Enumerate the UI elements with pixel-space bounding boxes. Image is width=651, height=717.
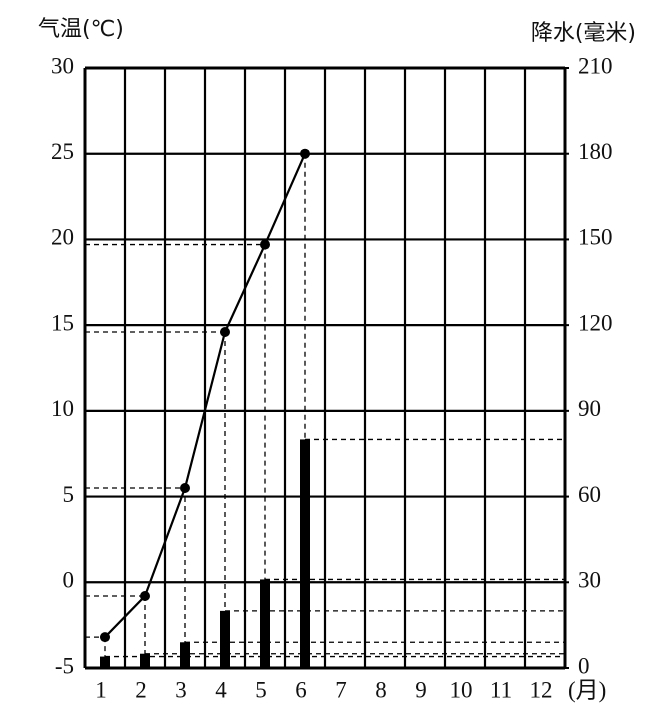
x-tick-label: 12 (530, 677, 553, 702)
y2-tick-label: 90 (578, 396, 601, 421)
temperature-point (220, 327, 230, 337)
bar (260, 579, 270, 668)
x-tick-label: 2 (135, 677, 147, 702)
y2-tick-label: 120 (578, 310, 613, 335)
temperature-point (180, 483, 190, 493)
x-tick-label: 3 (175, 677, 187, 702)
y-tick-label: 30 (51, 53, 74, 78)
bar (140, 653, 150, 668)
y-tick-label: 20 (51, 225, 74, 250)
y-tick-label: 15 (51, 310, 74, 335)
temperature-point (140, 591, 150, 601)
y2-tick-label: 30 (578, 568, 601, 593)
y-tick-label: 10 (51, 396, 74, 421)
x-tick-label: 5 (255, 677, 267, 702)
x-tick-label: 8 (375, 677, 387, 702)
x-tick-label: 4 (215, 677, 227, 702)
y2-tick-label: 180 (578, 139, 613, 164)
bar (220, 610, 230, 668)
y2-tick-label: 210 (578, 53, 613, 78)
x-tick-label: 9 (415, 677, 427, 702)
bar (180, 642, 190, 668)
bar (300, 439, 310, 668)
temperature-line (104, 153, 307, 638)
x-tick-label: 10 (450, 677, 473, 702)
y-tick-label: 0 (63, 568, 75, 593)
y2-tick-label: 0 (578, 653, 590, 678)
x-tick-label: 11 (490, 677, 512, 702)
y-tick-label: 5 (63, 482, 75, 507)
temperature-point (300, 148, 310, 159)
bar (100, 656, 110, 668)
temperature-point (100, 632, 110, 643)
x-tick-label: 1 (95, 677, 107, 702)
temperature-point (260, 239, 270, 250)
y2-tick-label: 60 (578, 482, 601, 507)
y2-axis-label: 降水(毫米) (531, 21, 636, 46)
y2-tick-label: 150 (578, 225, 613, 250)
y-tick-label: -5 (55, 653, 74, 678)
x-tick-label: 6 (295, 677, 307, 702)
x-tick-label: 7 (335, 677, 347, 702)
y-axis-label: 气温(℃) (38, 17, 124, 42)
y-tick-label: 25 (51, 139, 74, 164)
x-axis-label: (月) (568, 677, 606, 702)
